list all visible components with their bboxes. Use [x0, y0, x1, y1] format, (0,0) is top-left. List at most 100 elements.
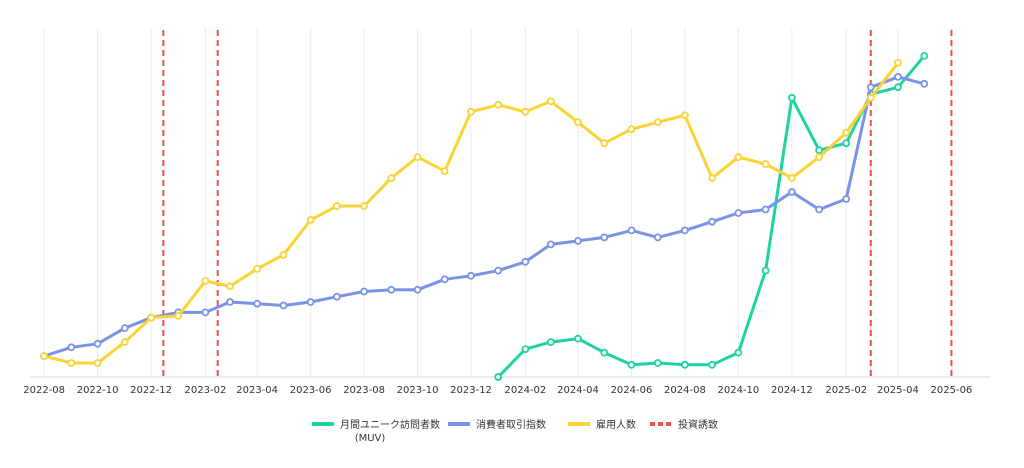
data-point[interactable] [681, 360, 689, 369]
data-point[interactable] [67, 343, 76, 352]
data-point[interactable] [866, 93, 875, 102]
legend-item[interactable]: 月間ユニーク訪問者数(MUV) [312, 418, 440, 444]
data-point[interactable] [332, 202, 341, 210]
data-point[interactable] [815, 146, 823, 155]
data-point[interactable] [253, 264, 262, 273]
data-point[interactable] [708, 360, 716, 369]
data-point[interactable] [627, 360, 636, 369]
data-point[interactable] [494, 373, 503, 381]
data-point[interactable] [600, 139, 609, 148]
x-tick-label: 2023-06 [290, 385, 332, 396]
x-tick-label: 2024-02 [504, 385, 546, 396]
data-point[interactable] [147, 313, 156, 322]
data-point[interactable] [681, 111, 689, 120]
data-point[interactable] [734, 348, 743, 357]
data-point[interactable] [574, 236, 582, 245]
data-point[interactable] [653, 118, 662, 127]
data-point[interactable] [521, 257, 530, 266]
data-point[interactable] [467, 107, 475, 116]
data-point[interactable] [761, 266, 770, 275]
x-axis: 2022-08 2022-10 2022-12 2023-02 2023-04 2023-… [23, 376, 990, 396]
data-point[interactable] [40, 352, 48, 361]
x-tick-label: 2023-12 [450, 385, 492, 396]
data-point[interactable] [788, 174, 796, 183]
data-point[interactable] [708, 217, 716, 226]
data-point[interactable] [894, 83, 902, 92]
data-point[interactable] [761, 160, 770, 169]
data-point[interactable] [494, 266, 503, 275]
legend: 月間ユニーク訪問者数(MUV) 消費者取引指数 雇用人数 投資誘致 [312, 418, 718, 444]
x-tick-label: 2024-10 [718, 385, 760, 396]
data-point[interactable] [440, 167, 449, 176]
legend-item[interactable]: 雇用人数 [568, 418, 636, 431]
data-point[interactable] [546, 97, 555, 106]
data-point[interactable] [815, 205, 823, 214]
legend-item[interactable]: 消費者取引指数 [448, 418, 546, 431]
data-point[interactable] [681, 226, 689, 235]
data-point[interactable] [842, 128, 851, 137]
data-point[interactable] [521, 345, 530, 354]
series-lines [40, 52, 929, 381]
legend-label: 消費者取引指数 [476, 418, 546, 431]
data-point[interactable] [842, 195, 851, 203]
data-point[interactable] [574, 118, 582, 127]
data-point[interactable] [494, 100, 503, 109]
data-point[interactable] [93, 359, 102, 367]
data-point[interactable] [67, 359, 76, 367]
series-line [496, 54, 926, 379]
data-point[interactable] [894, 73, 902, 81]
data-point[interactable] [894, 59, 902, 67]
data-point[interactable] [279, 250, 288, 259]
data-point[interactable] [546, 338, 555, 347]
data-point[interactable] [201, 277, 210, 285]
data-point[interactable] [788, 188, 796, 196]
data-point[interactable] [815, 153, 823, 162]
data-point[interactable] [627, 226, 636, 235]
data-point[interactable] [413, 153, 422, 162]
data-point[interactable] [866, 83, 875, 92]
data-point[interactable] [201, 308, 210, 317]
data-point[interactable] [574, 334, 582, 343]
data-point[interactable] [653, 359, 662, 367]
data-point[interactable] [761, 205, 770, 214]
data-point[interactable] [387, 285, 396, 294]
data-point[interactable] [226, 282, 234, 291]
data-point[interactable] [360, 202, 369, 210]
data-point[interactable] [521, 107, 530, 116]
data-point[interactable] [467, 271, 475, 280]
data-point[interactable] [788, 93, 796, 102]
data-point[interactable] [253, 299, 262, 308]
data-point[interactable] [226, 298, 234, 306]
x-tick-label: 2022-08 [23, 385, 65, 396]
data-point[interactable] [708, 174, 716, 183]
data-point[interactable] [734, 209, 743, 217]
data-point[interactable] [920, 79, 929, 88]
data-point[interactable] [174, 311, 183, 320]
x-tick-label: 2024-12 [771, 385, 813, 396]
data-point[interactable] [600, 233, 609, 242]
legend-item[interactable]: 投資誘致 [650, 418, 718, 431]
investment-markers [162, 30, 953, 377]
data-point[interactable] [653, 233, 662, 242]
data-point[interactable] [279, 301, 288, 310]
data-point[interactable] [627, 125, 636, 134]
data-point[interactable] [842, 139, 851, 148]
data-point[interactable] [306, 298, 315, 306]
x-tick-label: 2024-06 [611, 385, 653, 396]
data-point[interactable] [332, 292, 341, 301]
data-point[interactable] [734, 153, 743, 162]
data-point[interactable] [306, 215, 315, 224]
data-point[interactable] [440, 275, 449, 284]
data-point[interactable] [93, 339, 102, 348]
data-point[interactable] [600, 348, 609, 357]
data-point[interactable] [120, 338, 129, 347]
data-point[interactable] [413, 285, 422, 294]
data-point[interactable] [360, 287, 369, 296]
x-tick-label: 2025-04 [877, 385, 919, 396]
data-point[interactable] [920, 52, 929, 60]
data-point[interactable] [120, 324, 129, 333]
data-point[interactable] [387, 174, 396, 183]
data-point[interactable] [546, 240, 555, 249]
